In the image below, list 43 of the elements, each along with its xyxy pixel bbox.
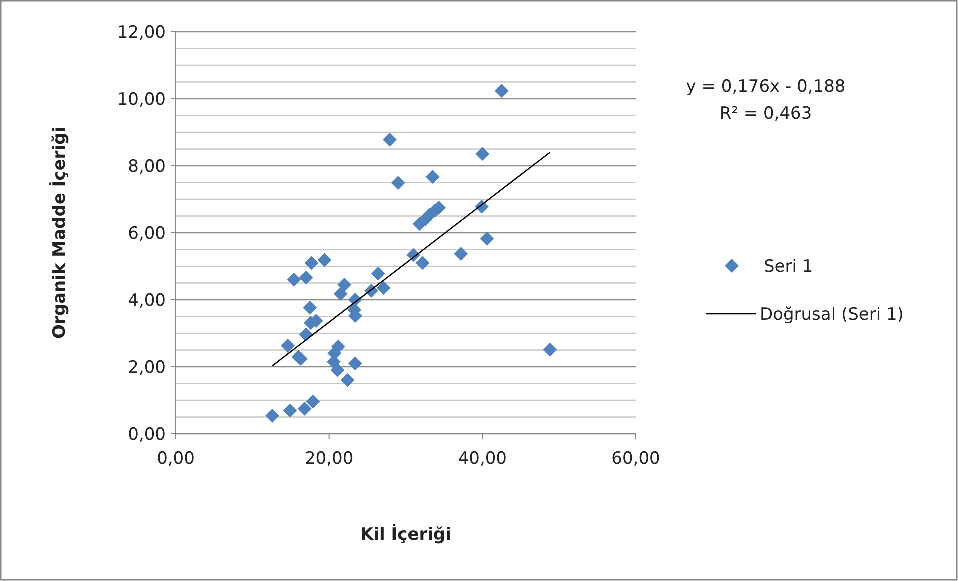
point bbox=[348, 356, 362, 371]
point bbox=[476, 146, 490, 161]
x-tick-label: 60,00 bbox=[612, 449, 660, 469]
y-tick-label: 2,00 bbox=[128, 358, 166, 378]
y-tick-label: 6,00 bbox=[128, 224, 166, 244]
point bbox=[426, 170, 440, 184]
y-tick-label: 0,00 bbox=[128, 424, 166, 445]
legend-label: Doğrusal (Seri 1) bbox=[760, 304, 904, 325]
point bbox=[338, 278, 352, 292]
x-tick-label: 0,00 bbox=[157, 449, 195, 469]
point bbox=[318, 253, 332, 268]
point bbox=[454, 247, 468, 262]
point bbox=[304, 256, 319, 270]
point bbox=[287, 272, 302, 287]
point bbox=[480, 232, 494, 246]
x-axis-title: Kil İçeriği bbox=[360, 524, 452, 545]
y-axis-title: Organik Madde İçeriği bbox=[49, 127, 70, 339]
y-tick-label: 4,00 bbox=[128, 290, 166, 311]
text: R² = 0,463 bbox=[720, 104, 812, 124]
point bbox=[340, 373, 355, 388]
point bbox=[382, 132, 397, 147]
point bbox=[376, 280, 391, 295]
y-tick-label: 8,00 bbox=[128, 156, 166, 177]
point bbox=[543, 342, 558, 357]
point bbox=[298, 402, 312, 416]
text: y = 0,176x - 0,188 bbox=[686, 77, 846, 97]
point bbox=[299, 270, 314, 285]
y-tick-label: 10,00 bbox=[117, 90, 166, 110]
point bbox=[283, 404, 298, 418]
point bbox=[416, 256, 430, 270]
point bbox=[371, 266, 386, 281]
point bbox=[330, 363, 345, 378]
y-tick-label: 12,00 bbox=[117, 22, 166, 43]
point bbox=[303, 301, 318, 316]
point bbox=[334, 286, 348, 301]
point bbox=[306, 394, 320, 409]
legend-label: Seri 1 bbox=[764, 256, 814, 277]
x-tick-label: 40,00 bbox=[458, 449, 508, 469]
point bbox=[280, 338, 295, 353]
point bbox=[391, 176, 406, 190]
x-tick-label: 20,00 bbox=[304, 449, 354, 469]
point bbox=[494, 84, 509, 98]
point bbox=[266, 408, 280, 423]
